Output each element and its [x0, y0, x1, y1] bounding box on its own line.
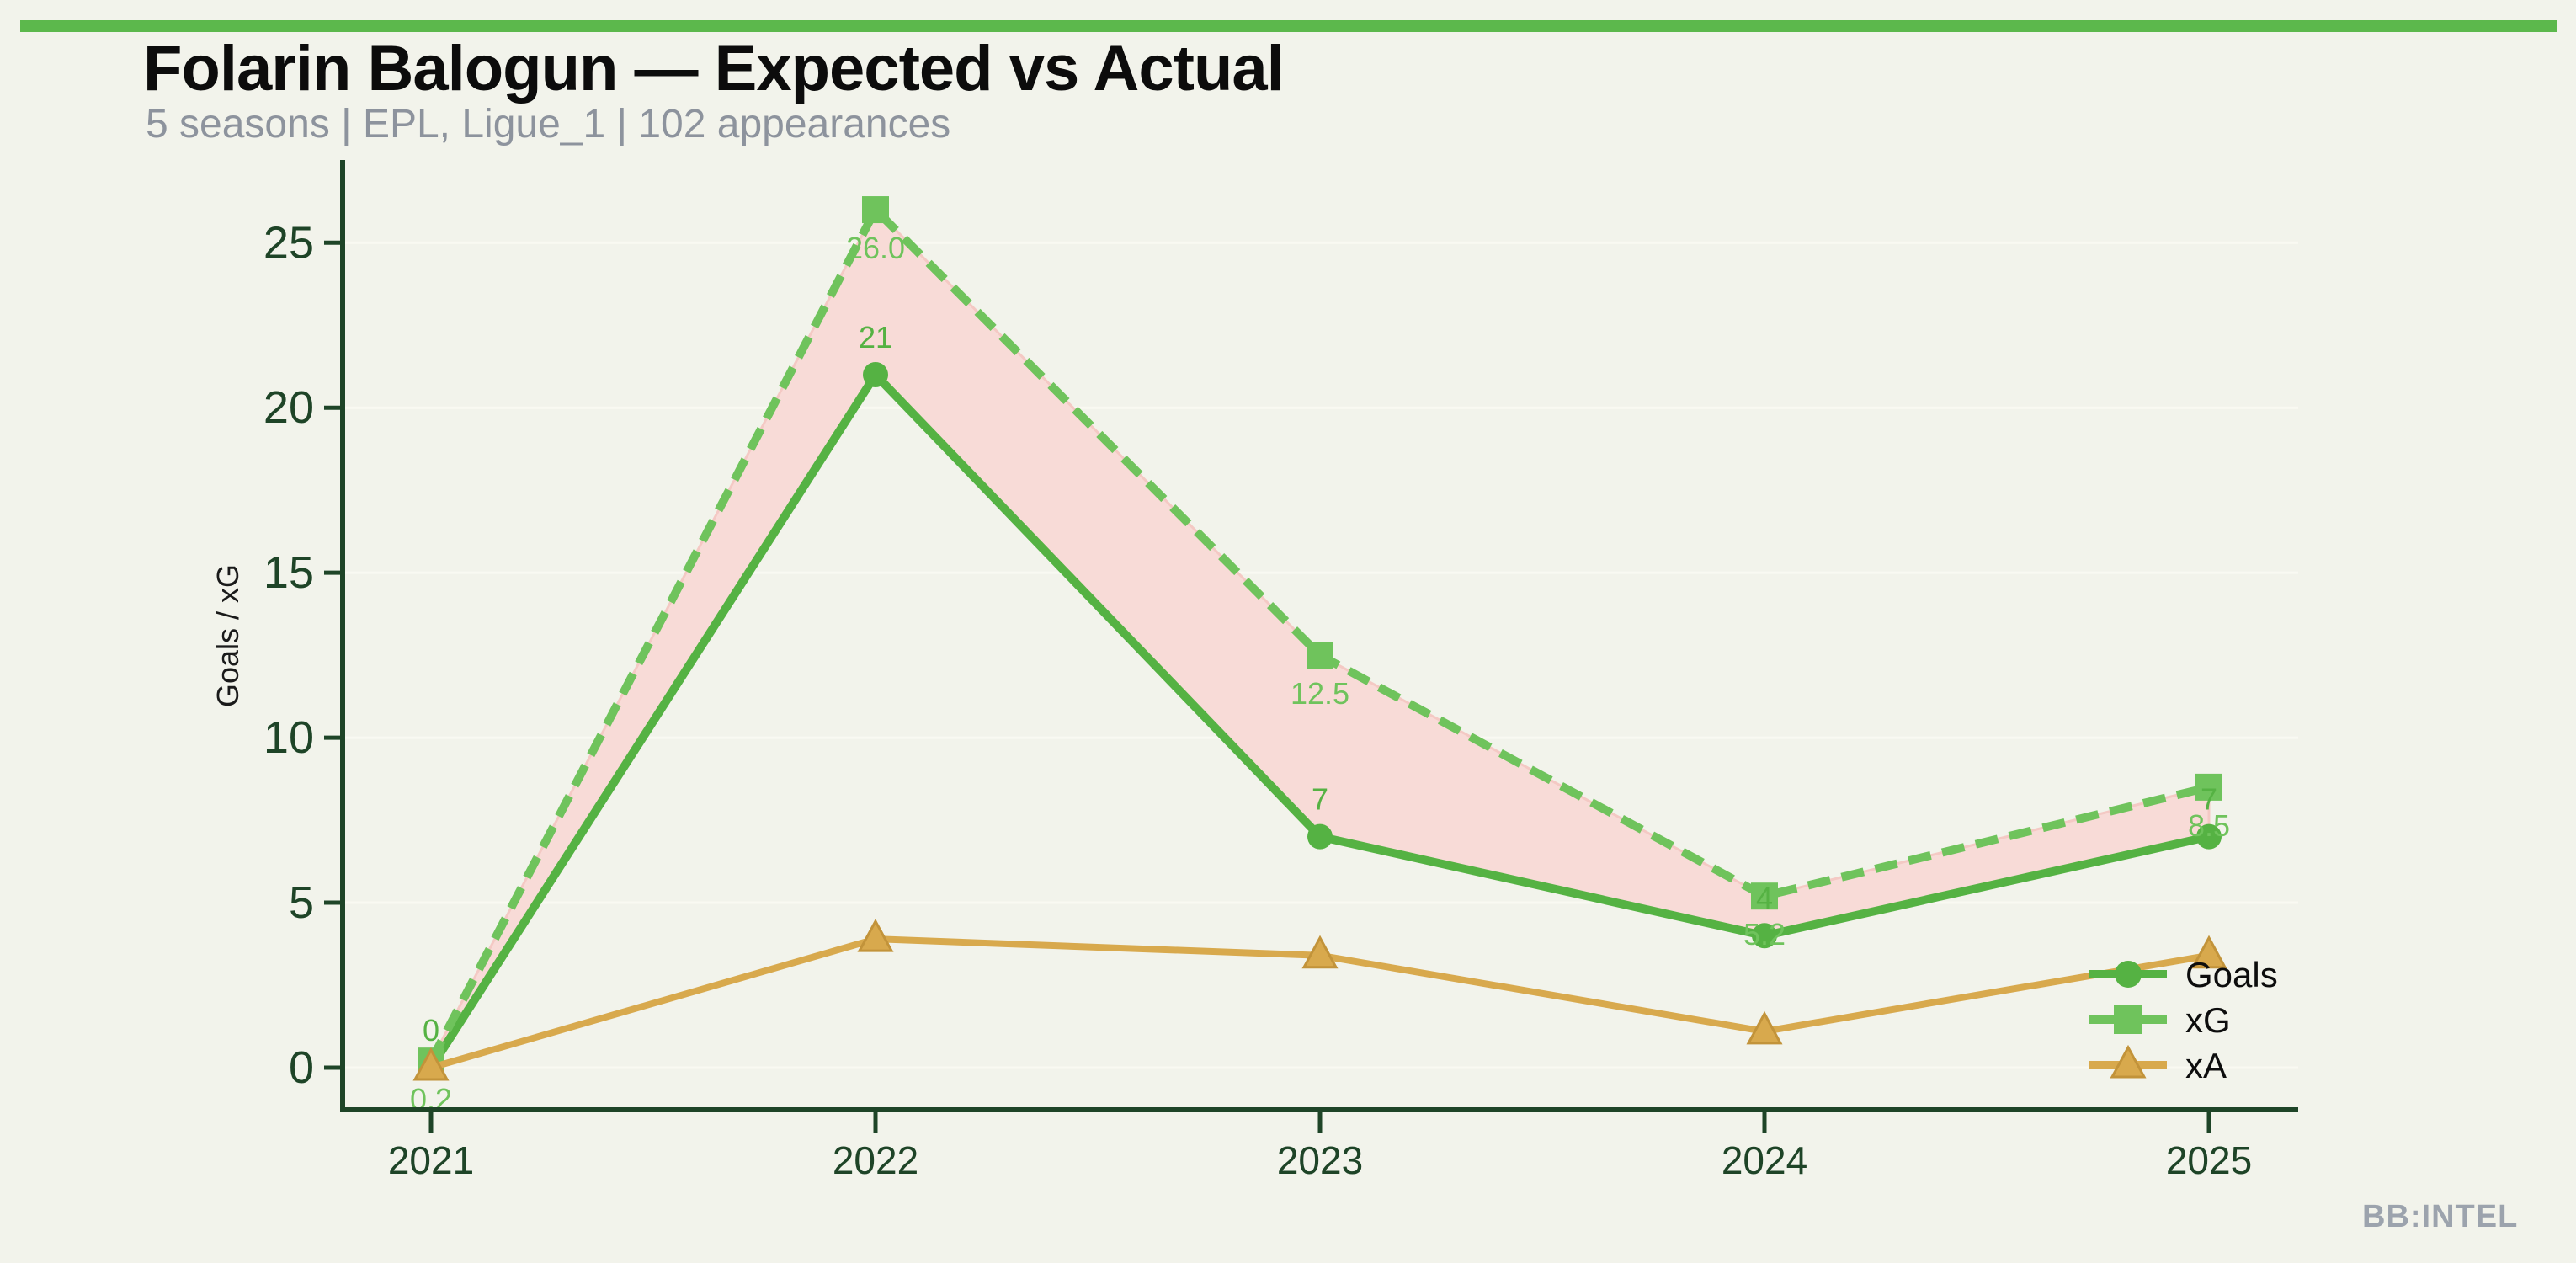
y-tick-label: 15 — [263, 547, 314, 598]
goals-data-label: 4 — [1756, 881, 1773, 915]
legend-goals-marker — [2115, 961, 2142, 988]
goals-data-label: 7 — [2201, 782, 2217, 817]
goals-data-label: 21 — [859, 320, 892, 354]
legend-xg-marker — [2114, 1005, 2142, 1034]
y-tick-label: 25 — [263, 217, 314, 268]
xg-data-label: 5.2 — [1743, 917, 1786, 951]
y-tick-label: 20 — [263, 382, 314, 433]
xa-marker — [857, 919, 894, 952]
top-accent-bar — [20, 20, 2557, 32]
xg-data-label: 26.0 — [846, 231, 905, 265]
xa-marker — [412, 1047, 450, 1081]
goals-marker — [2196, 823, 2222, 850]
goals-marker — [1307, 823, 1333, 850]
xa-marker — [1301, 935, 1339, 969]
legend-label: Goals — [2185, 955, 2278, 994]
xg-marker — [1751, 882, 1778, 910]
y-tick-label: 10 — [263, 712, 314, 763]
y-tick-label: 0 — [289, 1042, 314, 1093]
goals-marker — [1752, 923, 1777, 949]
x-tick-label: 2021 — [388, 1138, 474, 1182]
legend-label: xG — [2185, 1000, 2231, 1040]
xg-marker — [862, 196, 889, 224]
x-tick-label: 2023 — [1277, 1138, 1363, 1182]
x-tick-label: 2024 — [1722, 1138, 1807, 1182]
y-axis-title: Goals / xG — [210, 564, 245, 707]
page-subtitle: 5 seasons | EPL, Ligue_1 | 102 appearanc… — [146, 102, 951, 147]
xg-marker — [2195, 773, 2222, 801]
goals-marker — [863, 362, 888, 388]
xa-marker — [2190, 935, 2227, 969]
goals-data-label: 7 — [1312, 782, 1328, 817]
goals-data-label: 0 — [423, 1013, 439, 1047]
legend-label: xA — [2185, 1046, 2227, 1085]
x-tick-label: 2022 — [833, 1138, 918, 1182]
xg-data-label: 8.5 — [2188, 808, 2230, 843]
xg-data-label: 12.5 — [1291, 676, 1349, 711]
page-title: Folarin Balogun — Expected vs Actual — [143, 33, 1285, 104]
watermark-text: BB:INTEL — [2362, 1199, 2519, 1234]
xg-marker — [1307, 642, 1333, 669]
legend-xa-marker — [2110, 1044, 2147, 1079]
y-tick-label: 5 — [289, 877, 314, 928]
xa-marker — [1746, 1010, 1783, 1045]
x-tick-label: 2025 — [2166, 1138, 2252, 1182]
